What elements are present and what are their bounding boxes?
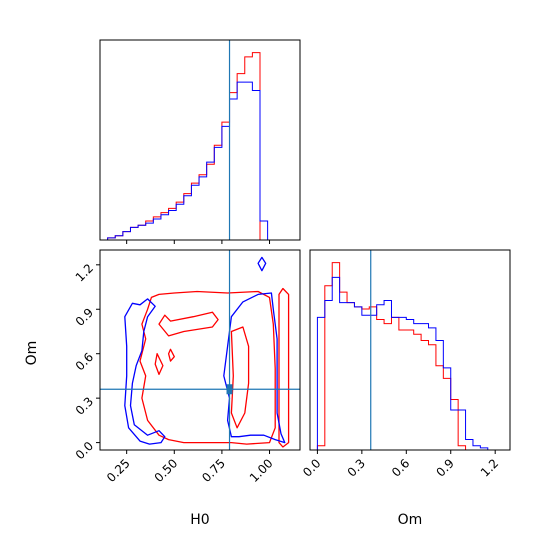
frame-h0-histogram (99, 39, 301, 241)
x-axis-label-om: Om (398, 512, 423, 528)
om-x-tick-label-1: 0.3 (345, 456, 368, 479)
contour-layer (124, 256, 290, 448)
contour-blue-7 (223, 292, 286, 444)
h0-x-tick-label-1: 0.50 (152, 456, 181, 485)
contour-red-0 (139, 290, 276, 445)
om-y-tick-label-3: 0.9 (73, 305, 96, 328)
x-axis-label-h0: H0 (190, 512, 209, 528)
om-y-tick-label-0: 0.0 (73, 439, 96, 462)
om-x-tick-label-4: 1.2 (478, 456, 501, 479)
y-axis-label-om: Om (24, 341, 40, 366)
om-y-tick-label-1: 0.3 (73, 394, 96, 417)
panel-h0-om-contours: 0.25 0.50 0.75 1.00 0.0 0.3 0.6 0.9 1.2 (73, 249, 301, 485)
om-histogram-blue (316, 276, 496, 451)
h0-x-tick-label-3: 1.00 (247, 456, 276, 485)
om-x-tick-label-2: 0.6 (389, 456, 412, 479)
contour-red-1 (158, 311, 219, 337)
frame-contour-panel (99, 249, 301, 451)
om-x-tick-label-0: 0.0 (300, 456, 323, 479)
om-y-tick-label-2: 0.6 (73, 350, 96, 373)
om-y-tick-label-4: 1.2 (73, 261, 96, 284)
contour-red-3 (230, 326, 250, 429)
contour-blue-6 (124, 298, 166, 445)
om-histogram-red (316, 262, 496, 451)
contour-red-2 (278, 287, 290, 448)
truth-marker (226, 384, 233, 395)
h0-x-tick-label-0: 0.25 (104, 456, 133, 485)
h0-x-tick-label-2: 0.75 (199, 456, 228, 485)
panel-om-histogram: 0.0 0.3 0.6 0.9 1.2 (300, 249, 511, 480)
panel-h0-histogram (99, 39, 301, 244)
frame-om-histogram (309, 249, 511, 451)
contour-blue-8 (257, 256, 267, 272)
om-x-tick-label-3: 0.9 (433, 456, 456, 479)
contour-red-5 (154, 353, 164, 376)
h0-histogram-blue (100, 81, 283, 241)
h0-histogram-red (100, 52, 283, 241)
contour-red-4 (167, 348, 175, 362)
